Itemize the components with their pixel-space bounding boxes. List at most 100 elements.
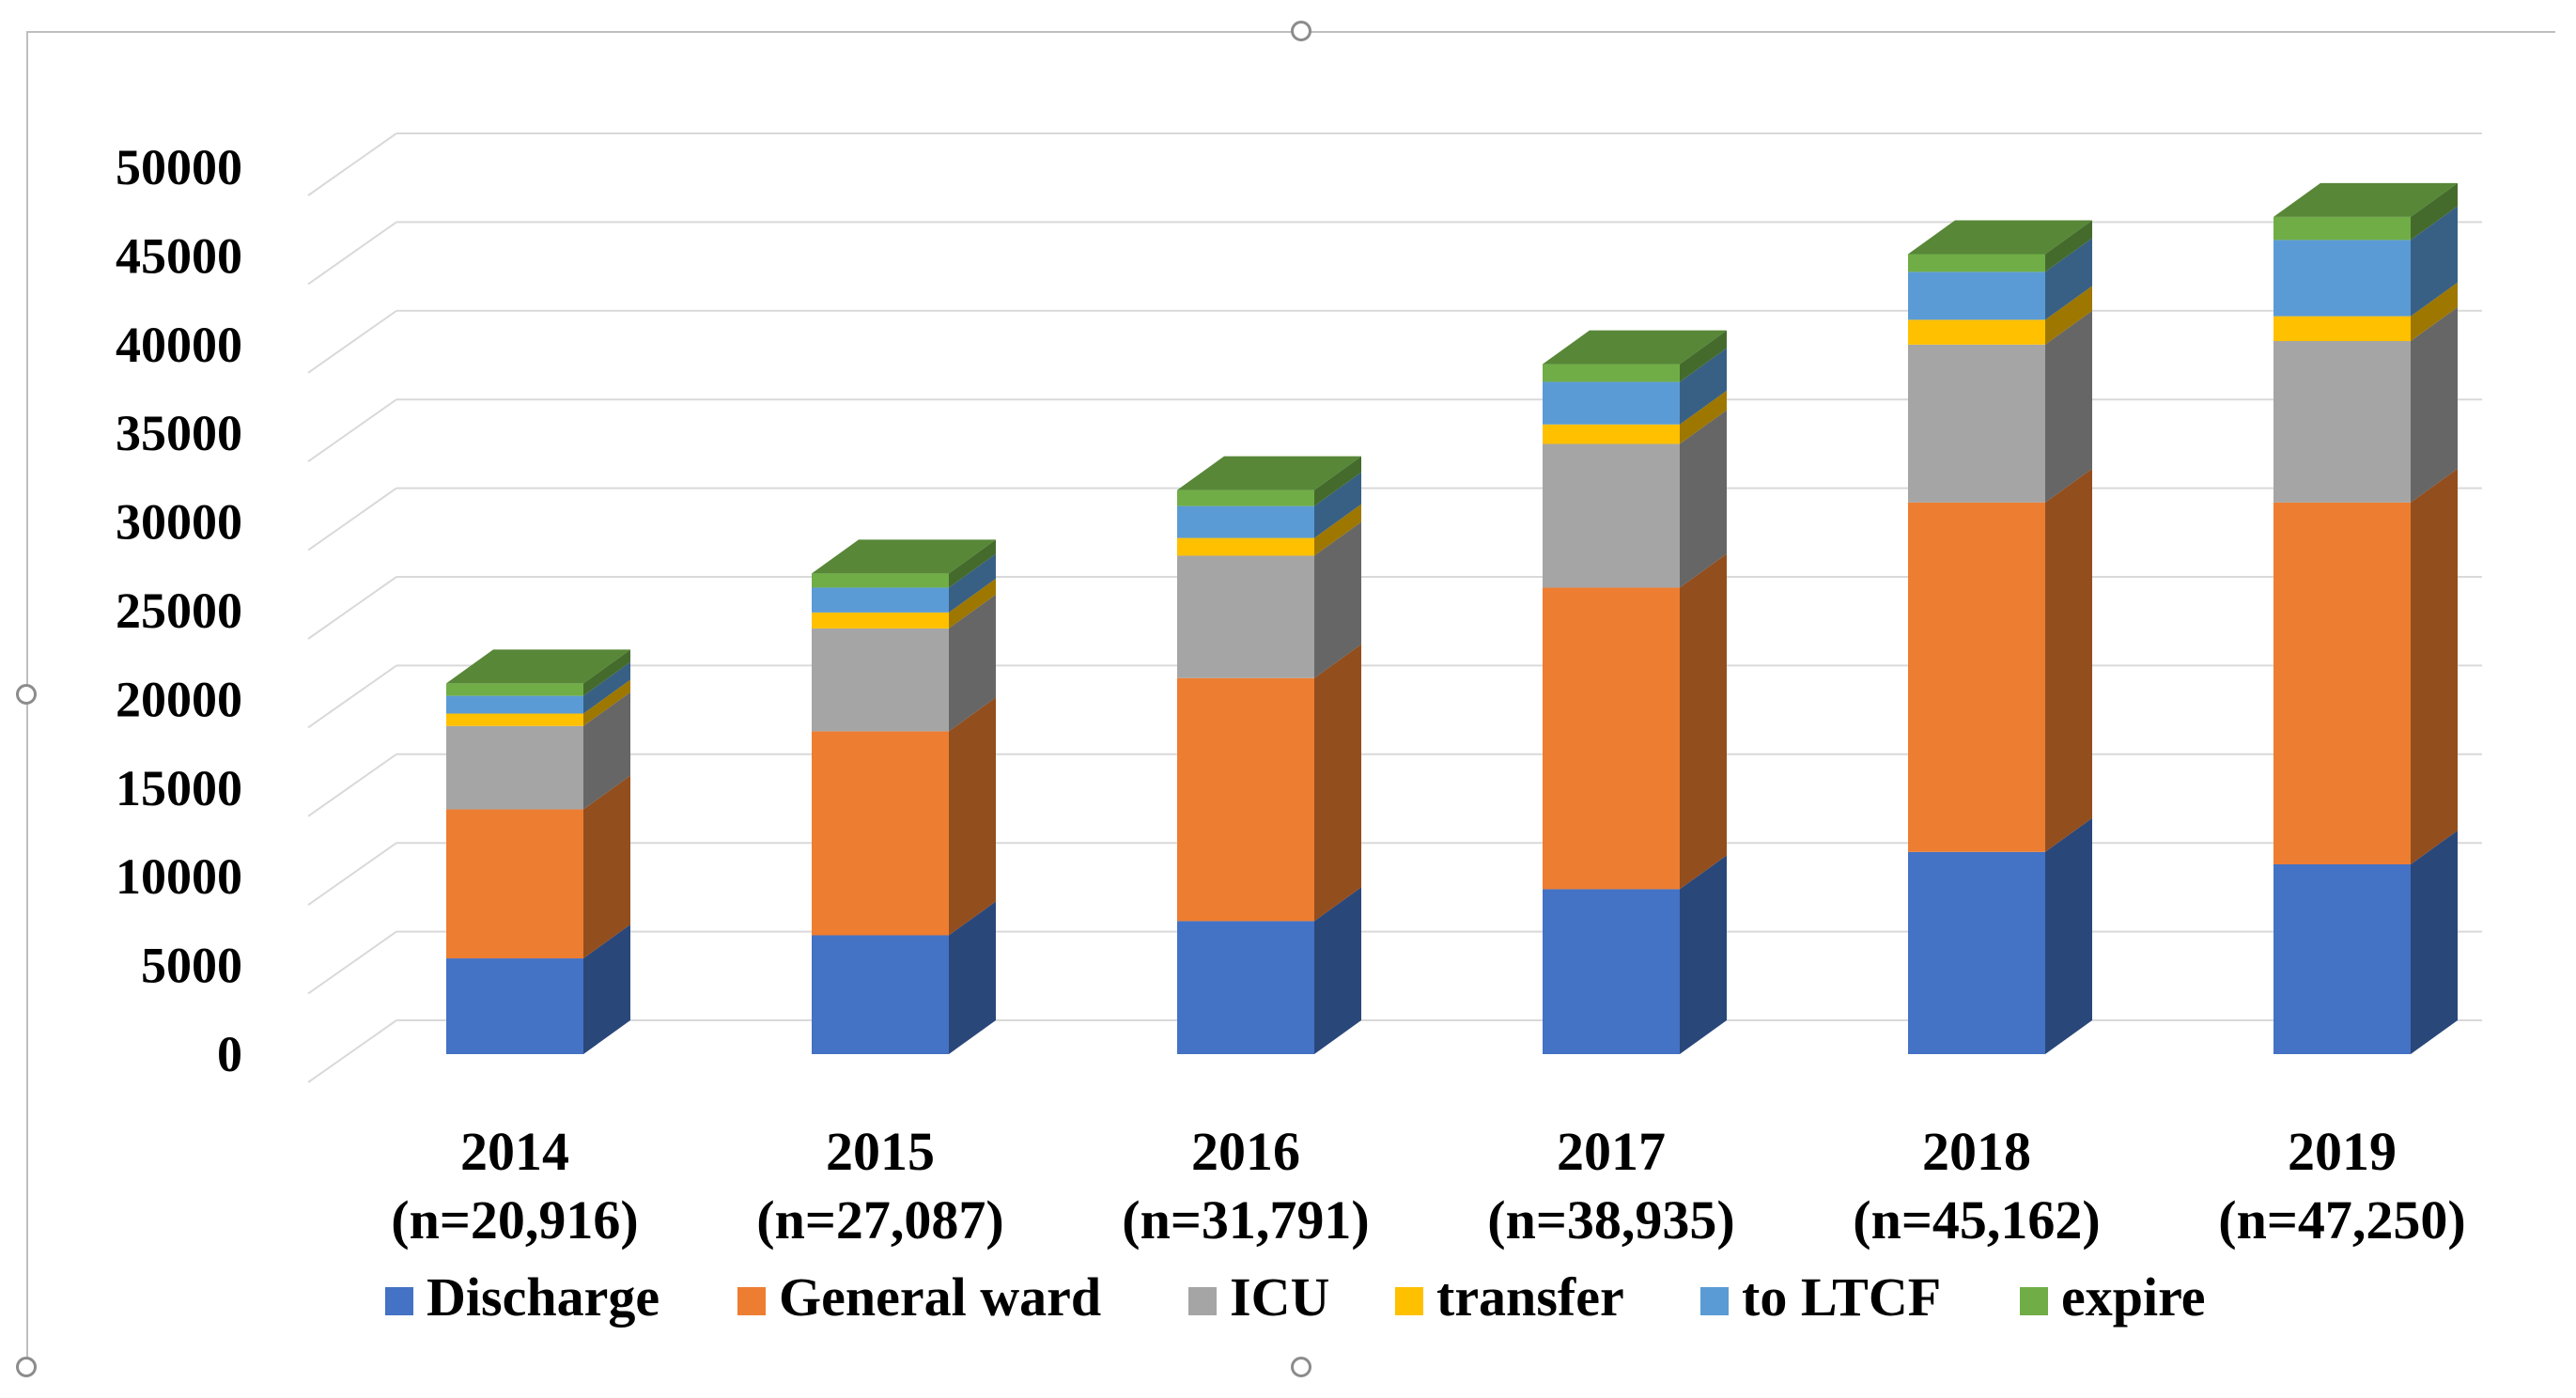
y-tick-label-5000: 5000: [141, 938, 242, 994]
bar-top-2019: [2273, 182, 2458, 217]
gridline-depth-50000: [307, 132, 397, 196]
y-tick-label-30000: 30000: [116, 494, 242, 551]
bar-segment-2015-expire: [812, 539, 996, 588]
x-label-n-2017: (n=38,935): [1487, 1189, 1734, 1250]
legend-item-discharge: Discharge: [385, 1266, 660, 1328]
legend-item-general-ward: General ward: [737, 1266, 1101, 1328]
gridline-depth-5000: [307, 930, 397, 995]
legend-label: ICU: [1230, 1266, 1329, 1328]
bar-segment-2018-transfer: [1908, 286, 2092, 345]
x-label-n-2014: (n=20,916): [391, 1189, 638, 1250]
bar-segment-2017-discharge: [1543, 855, 1727, 1054]
bar-segment-2016-icu: [1177, 521, 1361, 678]
x-label-year-2016: 2016: [1191, 1121, 1300, 1182]
legend-swatch: [1700, 1287, 1729, 1315]
gridline-depth-40000: [307, 309, 397, 374]
bar-2014: [446, 649, 630, 1054]
bar-segment-2017-icu: [1543, 410, 1727, 588]
bar-segment-2017-general-ward: [1543, 553, 1727, 890]
y-tick-label-25000: 25000: [116, 582, 242, 639]
bar-segment-2019-expire: [2273, 182, 2458, 241]
x-label-n-2015: (n=27,087): [756, 1189, 1003, 1250]
legend-label: Discharge: [427, 1266, 660, 1328]
legend-label: General ward: [779, 1266, 1101, 1328]
y-axis: 0 5000 10000 15000 20000 25000 30000 35000 40000…: [116, 139, 242, 1082]
bar-segment-2019-icu: [2273, 307, 2458, 503]
resize-handle-bottom[interactable]: [1291, 1357, 1311, 1377]
bar-segment-2019-discharge: [2273, 830, 2458, 1054]
y-tick-label-45000: 45000: [116, 227, 242, 284]
legend-swatch: [737, 1287, 766, 1315]
bar-top-2014: [446, 649, 630, 684]
bar-segment-2014-general-ward: [446, 775, 630, 959]
bar-segment-2015-icu: [812, 594, 996, 732]
y-tick-label-10000: 10000: [116, 848, 242, 905]
x-label-n-2019: (n=47,250): [2218, 1189, 2465, 1250]
legend-swatch: [385, 1287, 413, 1315]
bar-2017: [1543, 330, 1727, 1054]
y-tick-label-50000: 50000: [116, 139, 242, 195]
bar-segment-2017-expire: [1543, 330, 1727, 382]
bar-segment-2017-transfer: [1543, 390, 1727, 444]
legend-item-icu: ICU: [1188, 1266, 1329, 1328]
legend-item-expire: expire: [2020, 1266, 2206, 1328]
gridline-depth-30000: [307, 487, 397, 551]
gridline-depth-15000: [307, 753, 397, 817]
bar-segment-2018-discharge: [1908, 817, 2092, 1054]
x-axis: 2014 (n=20,916) 2015 (n=27,087) 2016 (n=31,79…: [391, 1121, 2465, 1250]
x-label-n-2018: (n=45,162): [1853, 1189, 2100, 1250]
resize-handle-top[interactable]: [1291, 21, 1311, 41]
legend-label: expire: [2061, 1266, 2206, 1328]
y-tick-label-35000: 35000: [116, 405, 242, 461]
bar-segment-2016-transfer: [1177, 504, 1361, 556]
bar-segment-2016-discharge: [1177, 887, 1361, 1054]
gridline-depth-35000: [307, 398, 397, 463]
y-tick-label-40000: 40000: [116, 317, 242, 373]
bar-2016: [1177, 456, 1361, 1054]
bar-segment-2014-to-ltcf: [446, 661, 630, 714]
bar-segment-2015-to-ltcf: [812, 553, 996, 613]
x-label-year-2018: 2018: [1922, 1121, 2031, 1182]
resize-handle-left[interactable]: [16, 684, 37, 705]
x-label-year-2019: 2019: [2288, 1121, 2397, 1182]
resize-handle-bottom-left[interactable]: [16, 1357, 37, 1377]
bar-segment-2018-icu: [1908, 310, 2092, 503]
x-label-year-2017: 2017: [1557, 1121, 1666, 1182]
y-tick-label-20000: 20000: [116, 671, 242, 727]
bar-segment-2018-general-ward: [1908, 468, 2092, 852]
bar-segment-2014-expire: [446, 649, 630, 696]
gridline-depth-10000: [307, 842, 397, 907]
legend-label: to LTCF: [1742, 1266, 1941, 1328]
legend-swatch: [1188, 1287, 1217, 1315]
gridlines: [307, 132, 2482, 1083]
bar-top-2018: [1908, 220, 2092, 255]
bar-segment-2017-to-ltcf: [1543, 348, 1727, 425]
legend-item-to-ltcf: to LTCF: [1700, 1266, 1941, 1328]
bar-segment-2019-transfer: [2273, 282, 2458, 342]
gridline-depth-0: [307, 1019, 397, 1083]
bar-segment-2014-icu: [446, 691, 630, 810]
bar-segment-2016-general-ward: [1177, 644, 1361, 922]
legend-label: transfer: [1436, 1266, 1624, 1328]
bar-segment-2015-general-ward: [812, 697, 996, 936]
legend-item-transfer: transfer: [1395, 1266, 1624, 1328]
bar-segment-2019-to-ltcf: [2273, 206, 2458, 317]
bar-top-2016: [1177, 456, 1361, 490]
bar-2019: [2273, 182, 2458, 1054]
x-label-year-2014: 2014: [460, 1121, 569, 1182]
bar-top-2017: [1543, 330, 1727, 365]
gridline-depth-20000: [307, 664, 397, 729]
gridline-depth-25000: [307, 576, 397, 640]
gridline-depth-45000: [307, 221, 397, 286]
x-label-year-2015: 2015: [826, 1121, 935, 1182]
bar-segment-2015-transfer: [812, 578, 996, 629]
y-tick-label-0: 0: [217, 1026, 242, 1082]
bar-2018: [1908, 220, 2092, 1054]
bar-segment-2019-general-ward: [2273, 468, 2458, 864]
bar-top-2015: [812, 539, 996, 574]
y-tick-label-15000: 15000: [116, 760, 242, 816]
legend-swatch: [1395, 1287, 1423, 1315]
x-label-n-2016: (n=31,791): [1122, 1189, 1369, 1250]
bar-segment-2014-discharge: [446, 924, 630, 1054]
